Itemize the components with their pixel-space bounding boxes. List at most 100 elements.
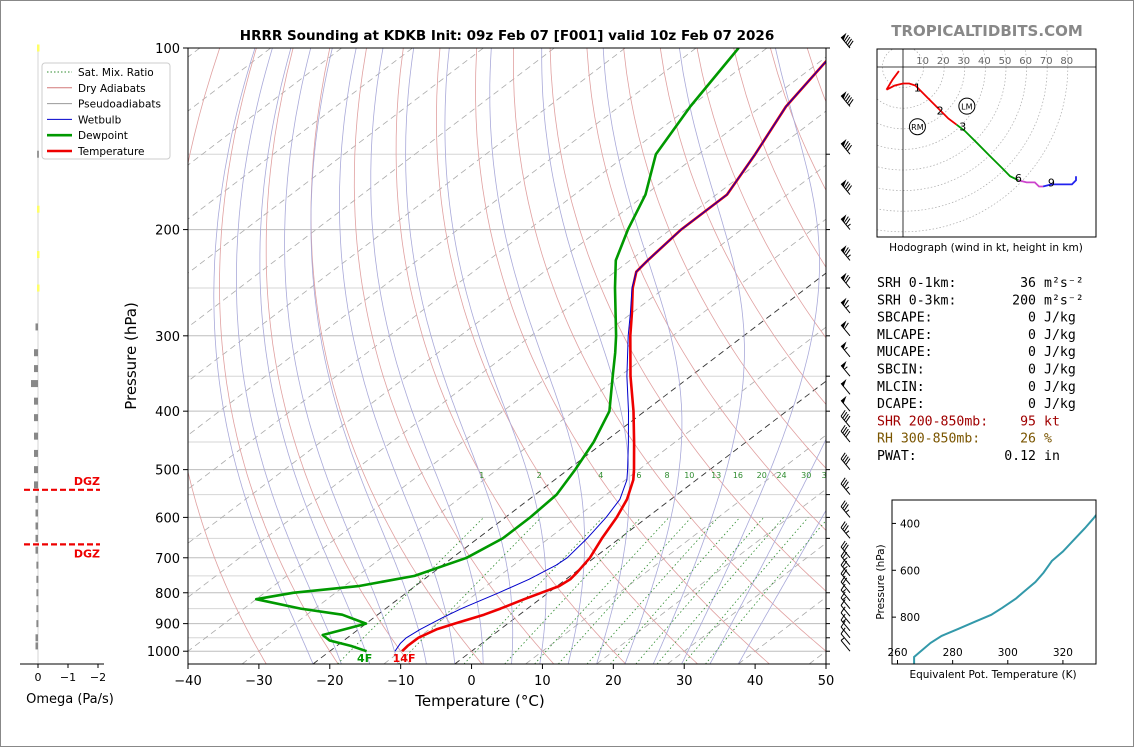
param-unit: J/kg bbox=[1044, 345, 1076, 360]
barb-full bbox=[840, 567, 846, 574]
omega-tick-label: −1 bbox=[60, 671, 76, 684]
moist-adiabat bbox=[541, 48, 630, 664]
dry-adiabat bbox=[1101, 48, 1134, 664]
barb-full bbox=[845, 249, 851, 256]
omega-tick-label: 0 bbox=[35, 671, 42, 684]
barb-full bbox=[848, 40, 854, 48]
omega-bar bbox=[34, 397, 38, 405]
barb-full bbox=[845, 36, 851, 44]
wind-barb bbox=[840, 540, 851, 559]
wind-barb bbox=[840, 245, 851, 261]
barb-full bbox=[842, 560, 848, 568]
hodo-ring-label: 10 bbox=[916, 56, 929, 67]
hodo-ring-label: 30 bbox=[957, 56, 970, 67]
barb-full bbox=[845, 430, 851, 438]
moist-adiabat bbox=[405, 48, 514, 664]
hodograph-plot: 10 20 30 40 50 60 70 80 RM LM 1 2 3 6 9 bbox=[877, 49, 1096, 237]
wind-barb bbox=[840, 272, 851, 289]
param-unit: J/kg bbox=[1044, 328, 1076, 343]
barb-full bbox=[843, 274, 849, 282]
param-label: SBCIN: bbox=[877, 363, 925, 378]
omega-bar bbox=[35, 546, 38, 554]
barb-staff bbox=[840, 605, 851, 617]
profile-lines: 4F 14F bbox=[254, 48, 826, 664]
barb-full bbox=[842, 523, 848, 530]
hodograph-caption: Hodograph (wind in kt, height in km) bbox=[889, 242, 1083, 254]
mixing-ratio-line bbox=[635, 517, 765, 664]
barb-full bbox=[840, 583, 846, 591]
moist-adiabat bbox=[284, 48, 399, 664]
isotherm-line bbox=[525, 434, 826, 664]
param-unit: in bbox=[1044, 449, 1060, 464]
omega-bar bbox=[36, 561, 39, 569]
omega-bar bbox=[36, 605, 39, 613]
omega-bar bbox=[34, 349, 38, 357]
param-label: DCAPE: bbox=[877, 397, 925, 412]
barb-full bbox=[840, 549, 846, 557]
barb-full bbox=[840, 452, 846, 460]
wind-barb bbox=[840, 138, 852, 155]
param-unit: J/kg bbox=[1044, 311, 1076, 326]
x-tick-label: −20 bbox=[316, 674, 343, 689]
barb-half bbox=[845, 486, 850, 490]
wind-barb bbox=[840, 360, 851, 377]
hodo-height-label: 3 bbox=[959, 121, 966, 134]
barb-full bbox=[845, 95, 851, 102]
theta-e-panel: 260 280 300 320 400 600 800 bbox=[887, 499, 1097, 665]
omega-bar bbox=[34, 481, 38, 489]
param-value: 0.12 bbox=[1004, 449, 1036, 464]
omega-bar bbox=[35, 522, 38, 530]
hodograph-panel: 10 20 30 40 50 60 70 80 RM LM 1 2 3 6 9 bbox=[876, 48, 1097, 238]
barb-full bbox=[845, 218, 851, 225]
barb-half bbox=[847, 223, 851, 227]
y-tick-label: 300 bbox=[155, 330, 180, 345]
dry-adiabat bbox=[353, 48, 555, 664]
theta-frame bbox=[891, 499, 1097, 665]
barb-full bbox=[843, 181, 849, 188]
barb-full bbox=[843, 93, 849, 100]
barb-staff bbox=[840, 365, 851, 377]
hodo-ring-label: 20 bbox=[937, 56, 950, 67]
moist-adiabat bbox=[709, 438, 826, 664]
legend-entry: Dewpoint bbox=[78, 130, 128, 142]
skewt-axes: −40 −30 −20 −10 0 10 20 30 40 50 100 200 300 400 500 60… bbox=[147, 42, 834, 689]
mixing-ratio-label: 20 bbox=[757, 471, 767, 480]
barb-staff bbox=[840, 400, 851, 412]
mixing-ratio-line bbox=[558, 517, 692, 664]
barb-full bbox=[847, 38, 852, 46]
storm-motion-marker bbox=[908, 118, 926, 136]
y-tick-label: 900 bbox=[155, 618, 180, 633]
x-tick-label: 50 bbox=[818, 674, 835, 689]
barb-full bbox=[842, 502, 848, 509]
barb-half bbox=[842, 596, 847, 601]
x-tick-label: 20 bbox=[605, 674, 622, 689]
barb-full bbox=[840, 599, 846, 606]
hodo-segment bbox=[886, 82, 958, 126]
wind-barb bbox=[840, 558, 851, 577]
barb-full bbox=[840, 409, 846, 417]
skewt-panel: 1 2 4 6 8 10 13 16 20 24 30 36 4F 14F −40 −30 −20 −10 0 1… bbox=[41, 32, 1134, 710]
legend-entry: Dry Adiabats bbox=[78, 83, 146, 95]
wind-barb bbox=[840, 599, 851, 617]
x-axis-label: Temperature (°C) bbox=[414, 692, 544, 710]
param-label: PWAT: bbox=[877, 449, 917, 464]
barb-full bbox=[845, 142, 851, 150]
barb-half bbox=[843, 366, 848, 370]
storm-motion-label: LM bbox=[961, 103, 972, 112]
param-unit: J/kg bbox=[1044, 363, 1076, 378]
omega-bar bbox=[37, 205, 40, 213]
theta-x-tick-label: 300 bbox=[998, 647, 1018, 659]
dry-adiabat bbox=[696, 48, 826, 339]
barb-half bbox=[842, 589, 847, 593]
omega-bar bbox=[37, 44, 40, 52]
storm-motion-marker bbox=[958, 97, 976, 115]
x-tick-label: 10 bbox=[534, 674, 551, 689]
hodo-ring-label: 50 bbox=[999, 56, 1012, 67]
dry-adiabat bbox=[395, 48, 626, 664]
param-value: 0 bbox=[1028, 311, 1036, 326]
dry-adiabat bbox=[586, 48, 826, 531]
theta-y-tick-label: 800 bbox=[900, 612, 920, 624]
barb-full bbox=[843, 34, 849, 42]
